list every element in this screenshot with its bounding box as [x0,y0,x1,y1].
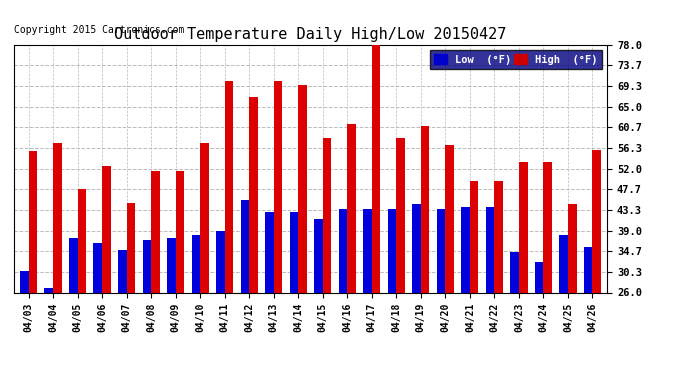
Bar [314,219,323,292]
Bar [77,189,86,292]
Bar [372,45,380,292]
Bar [216,231,225,292]
Bar [462,207,470,292]
Bar [584,247,593,292]
Bar [20,271,28,292]
Bar [437,209,445,292]
Bar [544,162,552,292]
Bar [274,81,282,292]
Text: Copyright 2015 Cartronics.com: Copyright 2015 Cartronics.com [14,25,184,35]
Bar [102,166,110,292]
Bar [470,181,478,292]
Bar [568,204,577,292]
Legend: Low  (°F), High  (°F): Low (°F), High (°F) [430,50,602,69]
Bar [363,209,372,292]
Bar [445,145,454,292]
Bar [421,126,429,292]
Bar [249,98,258,292]
Bar [339,209,347,292]
Bar [412,204,421,292]
Bar [126,203,135,292]
Bar [290,211,298,292]
Bar [44,288,53,292]
Bar [323,138,331,292]
Bar [535,262,544,292]
Bar [560,236,568,292]
Bar [28,151,37,292]
Bar [396,138,405,292]
Bar [241,200,249,292]
Bar [192,236,200,292]
Bar [388,209,396,292]
Bar [143,240,151,292]
Bar [519,162,528,292]
Bar [167,238,176,292]
Bar [93,243,102,292]
Bar [118,250,126,292]
Bar [486,207,495,292]
Bar [265,211,274,292]
Bar [200,143,209,292]
Bar [593,150,601,292]
Bar [298,86,307,292]
Bar [69,238,77,292]
Bar [176,171,184,292]
Bar [511,252,519,292]
Title: Outdoor Temperature Daily High/Low 20150427: Outdoor Temperature Daily High/Low 20150… [115,27,506,42]
Bar [53,142,61,292]
Bar [495,181,503,292]
Bar [151,171,159,292]
Bar [347,123,356,292]
Bar [225,81,233,292]
